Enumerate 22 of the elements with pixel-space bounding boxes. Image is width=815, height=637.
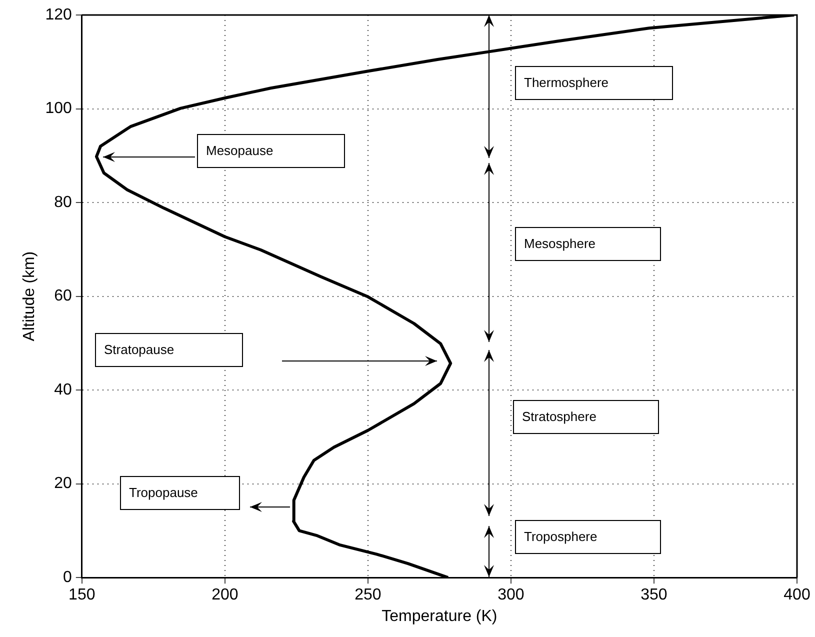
y-tick-label: 100 xyxy=(45,100,72,118)
y-tick-label: 120 xyxy=(45,6,72,24)
x-tick-label: 350 xyxy=(640,586,668,604)
y-axis-title: Altitude (km) xyxy=(21,251,38,342)
y-tick-label: 40 xyxy=(54,381,72,398)
y-tick-label: 80 xyxy=(54,194,72,211)
text-box: Stratopause xyxy=(95,333,243,367)
text-box: Tropopause xyxy=(120,476,240,510)
text-box: Troposphere xyxy=(515,520,661,554)
x-tick-label: 150 xyxy=(68,586,96,604)
x-tick-label: 400 xyxy=(784,586,810,604)
x-tick-label: 300 xyxy=(498,586,524,604)
text-box: Stratosphere xyxy=(513,400,659,434)
x-axis-title: Temperature (K) xyxy=(382,608,498,625)
y-tick-label: 20 xyxy=(54,475,72,492)
text-box: Mesosphere xyxy=(515,227,661,261)
y-tick-label: 0 xyxy=(62,569,72,586)
x-tick-label: 250 xyxy=(354,586,382,604)
text-box: Thermosphere xyxy=(515,66,673,100)
x-tick-label: 200 xyxy=(212,586,238,604)
text-box: Mesopause xyxy=(197,134,345,168)
y-tick-label: 60 xyxy=(54,288,72,305)
